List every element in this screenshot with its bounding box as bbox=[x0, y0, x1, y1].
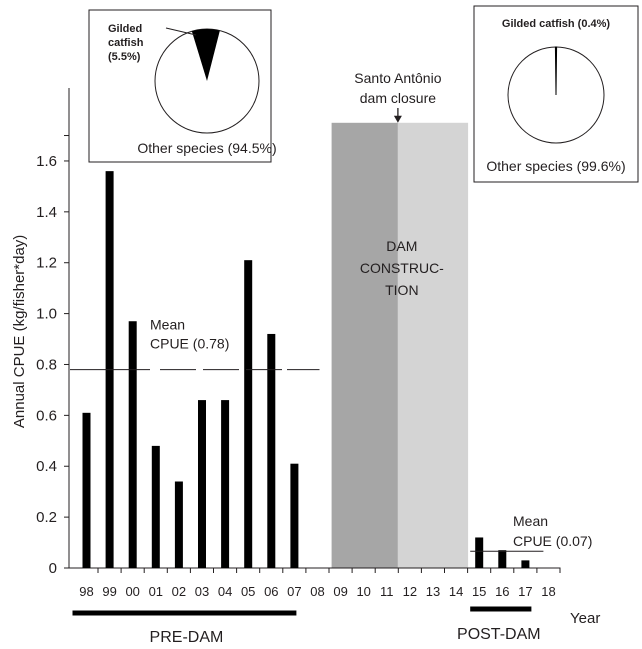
x-tick-label: 17 bbox=[518, 584, 532, 599]
x-tick-label: 98 bbox=[79, 584, 93, 599]
y-tick-label: 1.6 bbox=[36, 153, 57, 170]
y-tick-label: 0.4 bbox=[36, 458, 57, 475]
x-tick-label: 03 bbox=[195, 584, 209, 599]
x-tick-label: 13 bbox=[426, 584, 440, 599]
construction-label-line-3: TION bbox=[385, 282, 418, 298]
mean-label-pre-line-1: Mean bbox=[150, 317, 185, 333]
y-tick-label: 1.2 bbox=[36, 255, 57, 272]
construction-label-line-2: CONSTRUC- bbox=[360, 260, 444, 276]
x-tick-label: 12 bbox=[403, 584, 417, 599]
x-tick-label: 07 bbox=[287, 584, 301, 599]
bar bbox=[174, 481, 183, 568]
y-tick-label: 0.2 bbox=[36, 509, 57, 526]
bar bbox=[475, 537, 484, 568]
y-tick-label: 0.8 bbox=[36, 356, 57, 373]
y-tick-label: 0.6 bbox=[36, 407, 57, 424]
closure-label-line-1: Santo Antônio bbox=[354, 70, 441, 86]
x-tick-label: 01 bbox=[149, 584, 163, 599]
construction-band-light bbox=[397, 122, 469, 569]
x-axis: 98 99 00 01 02 03 04 05 06 07 08 09 10 11 12 13 14 15 16 17… bbox=[69, 567, 600, 627]
mean-line-post: Mean CPUE (0.07) bbox=[470, 513, 592, 552]
period-pre-dam: PRE-DAM bbox=[72, 610, 297, 646]
construction-label-line-1: DAM bbox=[386, 238, 417, 254]
bar bbox=[128, 321, 137, 568]
x-tick-label: 05 bbox=[241, 584, 255, 599]
x-tick-label: 09 bbox=[333, 584, 347, 599]
x-tick-label: 08 bbox=[310, 584, 324, 599]
mean-line-pre: Mean CPUE (0.78) bbox=[70, 317, 320, 371]
y-tick-label: 1.4 bbox=[36, 204, 57, 221]
bar bbox=[290, 463, 299, 568]
pie-post-dam-catfish-label: Gilded catfish (0.4%) bbox=[502, 18, 611, 30]
x-tick-label: 14 bbox=[449, 584, 463, 599]
pie-pre-dam-other-label: Other species (94.5%) bbox=[137, 140, 276, 156]
mean-label-post-line-1: Mean bbox=[513, 513, 548, 529]
period-post-dam-label: POST-DAM bbox=[457, 626, 541, 643]
bar bbox=[498, 550, 507, 568]
x-tick-label: 10 bbox=[356, 584, 370, 599]
pie-pre-dam-catfish-slice bbox=[191, 29, 220, 82]
y-tick-label: 0 bbox=[49, 560, 57, 577]
bar bbox=[221, 400, 230, 568]
pie-pre-dam-catfish-label-1: Gilded bbox=[108, 23, 142, 35]
pie-pre-dam-catfish-label-3: (5.5%) bbox=[108, 51, 141, 63]
pie-pre-dam-leader-line bbox=[165, 27, 197, 36]
x-tick-label: 11 bbox=[380, 584, 394, 599]
x-axis-title: Year bbox=[570, 610, 600, 627]
x-tick-label: 99 bbox=[102, 584, 116, 599]
bar bbox=[82, 412, 91, 568]
construction-band: DAM CONSTRUC- TION bbox=[331, 122, 469, 569]
y-axis-title: Annual CPUE (kg/fisher*day) bbox=[11, 235, 28, 428]
x-tick-label: 15 bbox=[472, 584, 486, 599]
x-tick-label: 16 bbox=[495, 584, 509, 599]
pie-post-dam-catfish-slice bbox=[554, 46, 558, 96]
x-ticks: 98 99 00 01 02 03 04 05 06 07 08 09 10 11 12 13 14 15 16 17… bbox=[79, 568, 561, 599]
x-tick-label: 02 bbox=[172, 584, 186, 599]
mean-label-pre-line-2: CPUE (0.78) bbox=[150, 336, 229, 352]
x-tick-label: 04 bbox=[218, 584, 232, 599]
pie-inset-pre-dam: Gilded catfish (5.5%) Other species (94.… bbox=[88, 9, 277, 163]
bar bbox=[198, 400, 206, 568]
x-tick-label: 18 bbox=[541, 584, 555, 599]
bar bbox=[267, 333, 276, 568]
pie-inset-post-dam: Gilded catfish (0.4%) Other species (99.… bbox=[473, 5, 639, 183]
pie-pre-dam-catfish-label-2: catfish bbox=[108, 37, 144, 49]
period-pre-dam-label: PRE-DAM bbox=[150, 629, 224, 646]
construction-band-dark bbox=[331, 122, 398, 569]
closure-arrowhead bbox=[393, 115, 402, 123]
y-ticks: 0 0.2 0.4 0.6 0.8 1.0 1.2 1.4 1.6 bbox=[36, 135, 69, 577]
x-tick-label: 06 bbox=[264, 584, 278, 599]
y-axis: 0 0.2 0.4 0.6 0.8 1.0 1.2 1.4 1.6 Annual CPUE (k… bbox=[11, 88, 70, 577]
closure-label-line-2: dam closure bbox=[360, 90, 436, 106]
closure-annotation: Santo Antônio dam closure bbox=[354, 70, 442, 123]
mean-label-post-line-2: CPUE (0.07) bbox=[513, 533, 592, 549]
pie-post-dam-other-label: Other species (99.6%) bbox=[486, 158, 625, 174]
bar bbox=[151, 445, 160, 568]
x-tick-label: 00 bbox=[125, 584, 139, 599]
bar bbox=[244, 260, 253, 568]
period-post-dam: POST-DAM bbox=[457, 606, 541, 643]
y-tick-label: 1.0 bbox=[36, 306, 57, 323]
bar bbox=[521, 560, 530, 568]
